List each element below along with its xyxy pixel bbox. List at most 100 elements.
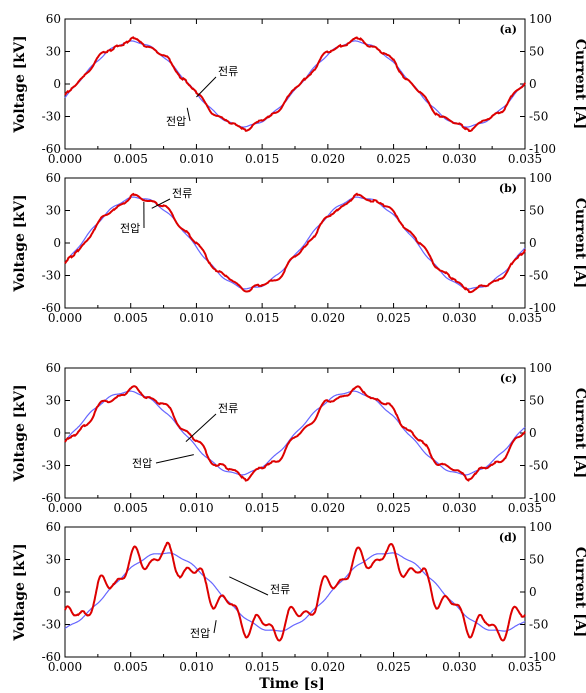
panel-tag: (b): [499, 182, 517, 195]
y-left-tick-label: -60: [42, 142, 61, 156]
y-left-axis-title: Voltage [kV]: [12, 543, 28, 641]
voltage-series-line: [64, 552, 526, 632]
y-left-tick-label: -60: [42, 650, 61, 664]
x-tick-label: 0.035: [508, 311, 542, 325]
current-series-line: [64, 541, 526, 642]
chart-panel-4: 0.000 0.005 0.010 0.015 0.020 0.025 0.030 0.035…: [12, 520, 586, 674]
x-tick-label: 0.030: [442, 152, 476, 166]
x-tick-label: 0.000: [48, 660, 82, 674]
chart-panel-2: 0.000 0.005 0.010 0.015 0.020 0.025 0.030 0.035…: [12, 171, 586, 325]
y-left-tick-label: 60: [46, 12, 61, 26]
annotation-voltage-label: 전압: [190, 627, 210, 640]
y-left-tick-label: -30: [42, 618, 61, 632]
y-right-tick-label: 0: [529, 236, 537, 250]
y-right-axis-title: Current [A]: [572, 198, 586, 289]
annotation-current-label: 전류: [172, 187, 192, 200]
x-axis-title: Time [s]: [259, 676, 324, 692]
y-right-axis-title: Current [A]: [572, 388, 586, 479]
y-left-tick-label: -60: [42, 301, 61, 315]
x-tick-label: 0.005: [114, 311, 148, 325]
x-tick-label: 0.015: [245, 311, 279, 325]
y-left-tick-label: -60: [42, 491, 61, 505]
y-left-tick-label: -30: [42, 269, 61, 283]
y-left-tick-label: 60: [46, 520, 61, 534]
y-right-tick-label: 100: [529, 520, 552, 534]
y-right-tick-label: 0: [529, 77, 537, 91]
annotation-current-arrow: [185, 413, 217, 443]
panel-tag: (d): [499, 531, 517, 544]
y-left-tick-label: -30: [42, 459, 61, 473]
current-series-line: [64, 192, 526, 294]
chart-panel-3: 0.000 0.005 0.010 0.015 0.020 0.025 0.030 0.035…: [12, 361, 586, 515]
x-tick-label: 0.010: [179, 660, 213, 674]
x-tick-label: 0.035: [508, 152, 542, 166]
y-right-tick-label: 100: [529, 12, 552, 26]
annotation-current-arrow: [151, 198, 171, 209]
annotation-current-label: 전류: [270, 583, 290, 596]
x-tick-label: 0.010: [179, 152, 213, 166]
x-tick-label: 0.020: [311, 660, 345, 674]
y-right-tick-label: 50: [529, 394, 544, 408]
x-tick-label: 0.030: [442, 501, 476, 515]
y-left-tick-label: -30: [42, 110, 61, 124]
y-right-tick-label: -100: [529, 142, 556, 156]
x-tick-label: 0.015: [245, 501, 279, 515]
y-left-tick-label: 60: [46, 361, 61, 375]
chart-panel-1: 0.000 0.005 0.010 0.015 0.020 0.025 0.030 0.035…: [12, 12, 586, 166]
current-series-line: [64, 385, 526, 482]
x-tick-label: 0.000: [48, 152, 82, 166]
annotation-current-label: 전류: [218, 65, 238, 78]
y-right-tick-label: -50: [529, 618, 548, 632]
annotation-current-arrow: [229, 576, 269, 596]
voltage-series-line: [64, 196, 526, 290]
y-left-tick-label: 30: [46, 45, 61, 59]
x-tick-label: 0.035: [508, 660, 542, 674]
y-left-tick-label: 30: [46, 553, 61, 567]
y-right-tick-label: 50: [529, 553, 544, 567]
annotation-voltage-label: 전압: [120, 222, 140, 235]
annotation-current-label: 전류: [218, 402, 238, 415]
panel-tag: (c): [500, 372, 517, 385]
annotation-current-arrow: [196, 76, 217, 98]
y-left-axis-title: Voltage [kV]: [12, 35, 28, 133]
y-right-tick-label: -100: [529, 650, 556, 664]
y-right-tick-label: -100: [529, 491, 556, 505]
voltage-series-line: [64, 40, 526, 128]
y-left-axis-title: Voltage [kV]: [12, 194, 28, 292]
current-series-line: [64, 36, 526, 132]
y-right-tick-label: 0: [529, 426, 537, 440]
x-tick-label: 0.010: [179, 501, 213, 515]
panels-group: 0.000 0.005 0.010 0.015 0.020 0.025 0.030 0.035…: [12, 12, 586, 674]
x-tick-label: 0.000: [48, 311, 82, 325]
y-left-tick-label: 30: [46, 394, 61, 408]
annotation-voltage-label: 전압: [166, 115, 186, 128]
y-right-tick-label: -50: [529, 459, 548, 473]
annotation-voltage-arrow: [155, 454, 194, 464]
x-tick-label: 0.015: [245, 152, 279, 166]
y-right-tick-label: 50: [529, 204, 544, 218]
x-tick-label: 0.005: [114, 501, 148, 515]
annotation-voltage-label: 전압: [132, 457, 152, 470]
x-tick-label: 0.025: [376, 660, 410, 674]
y-left-tick-label: 0: [53, 236, 61, 250]
x-tick-label: 0.005: [114, 152, 148, 166]
y-right-tick-label: -100: [529, 301, 556, 315]
y-right-axis-title: Current [A]: [572, 39, 586, 130]
x-tick-label: 0.030: [442, 311, 476, 325]
annotation-voltage-arrow: [186, 107, 191, 122]
x-tick-label: 0.010: [179, 311, 213, 325]
x-tick-label: 0.000: [48, 501, 82, 515]
x-tick-label: 0.025: [376, 311, 410, 325]
y-left-tick-label: 60: [46, 171, 61, 185]
x-tick-label: 0.020: [311, 311, 345, 325]
x-tick-label: 0.005: [114, 660, 148, 674]
panel-tag: (a): [499, 23, 517, 36]
y-right-tick-label: 100: [529, 361, 552, 375]
y-right-axis-title: Current [A]: [572, 547, 586, 638]
y-left-axis-title: Voltage [kV]: [12, 384, 28, 482]
y-left-tick-label: 30: [46, 204, 61, 218]
x-tick-label: 0.030: [442, 660, 476, 674]
y-right-tick-label: 50: [529, 45, 544, 59]
y-right-tick-label: 100: [529, 171, 552, 185]
x-tick-label: 0.025: [376, 501, 410, 515]
